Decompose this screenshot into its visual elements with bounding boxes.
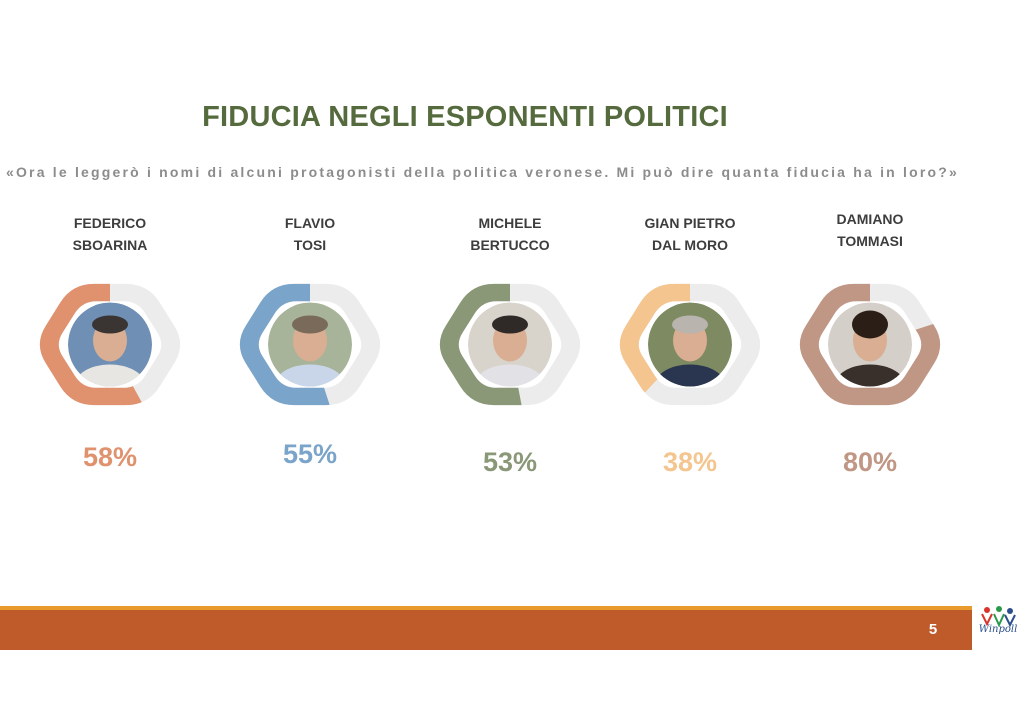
donut-ring	[439, 283, 581, 406]
page-title: FIDUCIA NEGLI ESPONENTI POLITICI	[202, 101, 728, 133]
candidate-name: GIAN PIETRO DAL MORO	[600, 212, 780, 256]
percentage-label: 80%	[842, 447, 898, 477]
candidate-photo	[68, 302, 152, 387]
donut-value-segment	[619, 283, 690, 406]
candidate-name: DAMIANO TOMMASI	[780, 208, 960, 252]
candidate-name-line-1: GIAN PIETRO	[644, 215, 736, 231]
candidate-name: FEDERICO SBOARINA	[20, 212, 200, 256]
candidate-name-line-2: SBOARINA	[72, 237, 148, 253]
candidate-name-line-2: BERTUCCO	[470, 237, 550, 253]
candidate-name-line-2: TOSI	[293, 237, 327, 253]
percentage-label: 38%	[662, 447, 718, 477]
donut-ring	[39, 283, 181, 406]
candidate-name: MICHELE BERTUCCO	[420, 212, 600, 256]
candidate-photo	[828, 302, 912, 387]
candidate-photo	[268, 302, 352, 387]
percentage-label: 58%	[82, 442, 138, 472]
footer-band	[0, 610, 972, 650]
page-number: 5	[928, 621, 938, 638]
donut-ring	[239, 283, 381, 406]
donut-ring	[799, 283, 941, 406]
percentage-label: 55%	[282, 439, 338, 469]
logo-figures-icon	[981, 606, 1016, 628]
candidate-photo	[648, 302, 732, 387]
winpoll-logo: Winpoll	[973, 604, 1023, 650]
candidate-name-line-1: FEDERICO	[73, 215, 147, 231]
candidate-name-line-1: FLAVIO	[284, 215, 336, 231]
percentage-label: 53%	[482, 447, 538, 477]
candidate-name-line-1: MICHELE	[478, 215, 542, 231]
candidate-name-line-2: TOMMASI	[837, 233, 903, 249]
candidate-photo	[468, 302, 552, 387]
candidate-name: FLAVIO TOSI	[220, 212, 400, 256]
logo-text: Winpoll	[978, 624, 1018, 635]
candidate-name-line-2: DAL MORO	[652, 237, 728, 253]
donut-ring	[619, 283, 761, 406]
candidate-name-line-1: DAMIANO	[836, 211, 904, 227]
footer-accent-line	[0, 606, 972, 610]
question-text: «Ora le leggerò i nomi di alcuni protago…	[5, 164, 959, 180]
